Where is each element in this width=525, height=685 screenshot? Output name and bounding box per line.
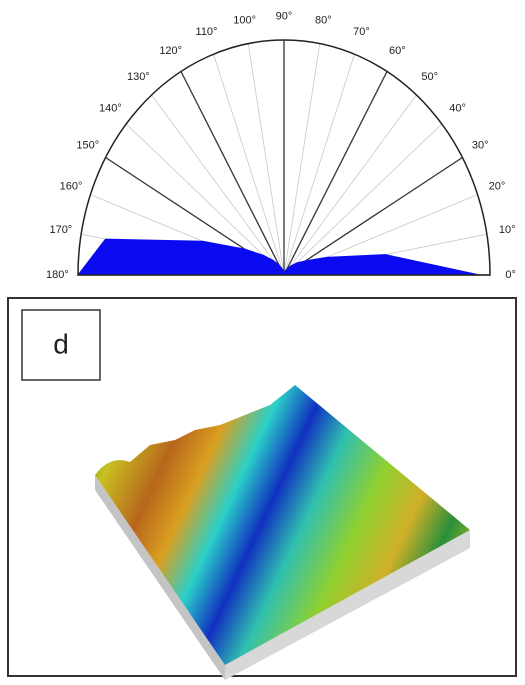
angle-label: 170° — [49, 224, 72, 236]
angle-label: 20° — [489, 180, 506, 192]
angle-label: 50° — [421, 71, 438, 83]
figure: 0° 10° 20° 30° 40° 50° 60° 70° 80° 90° 100° 110° 120… — [0, 0, 525, 680]
surface-image — [95, 385, 470, 680]
angle-label: 110° — [196, 26, 218, 38]
angle-label: 10° — [499, 224, 516, 236]
angle-label: 90° — [276, 10, 293, 22]
angle-label: 0° — [505, 269, 516, 281]
grid-line — [284, 124, 442, 275]
angle-label: 160° — [60, 180, 83, 192]
angle-label: 40° — [449, 103, 466, 115]
angle-label: 30° — [472, 140, 489, 152]
grid-line — [284, 95, 416, 275]
angle-label: 140° — [99, 103, 122, 115]
distribution-area — [78, 239, 480, 275]
angle-label: 80° — [315, 14, 332, 26]
angle-label: 150° — [76, 140, 99, 152]
polar-chart: 0° 10° 20° 30° 40° 50° 60° 70° 80° 90° 100° 110° 120… — [46, 10, 516, 281]
grid-line — [284, 54, 354, 275]
panel-label: d — [53, 328, 69, 359]
surface — [95, 385, 470, 665]
angle-label: 130° — [127, 71, 150, 83]
angle-label: 180° — [46, 269, 69, 281]
angle-label: 70° — [353, 26, 370, 38]
angle-label: 120° — [159, 45, 182, 57]
angle-label: 100° — [233, 14, 256, 26]
angle-label: 60° — [389, 45, 406, 57]
grid-line — [214, 54, 284, 275]
